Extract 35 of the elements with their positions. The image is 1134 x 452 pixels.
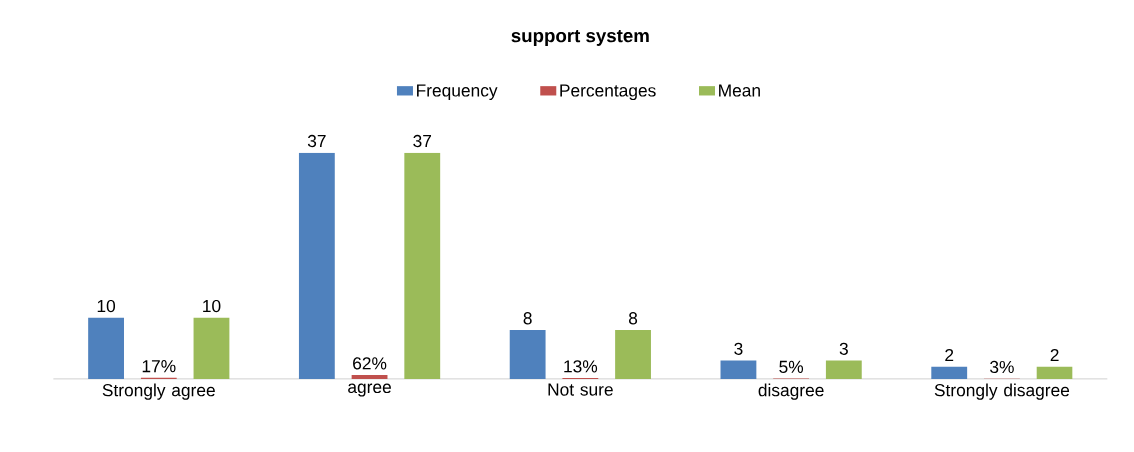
bar [404,152,441,379]
bar [615,329,651,379]
data-label: 8 [628,311,638,325]
data-label: 10 [203,299,221,313]
data-label: 62% [353,357,387,370]
data-label: 3 [734,342,743,355]
data-label: 13% [564,360,598,373]
bar [1036,366,1073,379]
bar [88,317,124,379]
data-label: 17% [142,359,176,373]
bar [825,360,862,379]
bar [509,329,546,379]
x-tick-label: agree [348,383,391,397]
data-label: 37 [307,134,326,148]
data-label: 5% [779,360,804,373]
bar [720,360,757,379]
data-label: 8 [523,311,532,325]
legend-label: Frequency [417,84,498,100]
x-tick-label: Not sure [548,383,613,396]
x-tick-label: disagree [758,383,824,400]
bar [931,366,968,379]
bar [193,317,230,379]
data-label: 3% [990,360,1014,373]
legend-label: Mean [719,84,760,97]
data-label: 10 [97,299,116,313]
chart-title: support system [511,29,649,46]
data-label: 2 [945,348,954,361]
x-tick-label: Strongly disagree [934,383,1070,400]
data-label: 37 [413,134,432,148]
data-label: 3 [839,342,848,355]
bar [351,374,388,379]
data-label: 2 [1050,348,1059,361]
bar [298,152,335,379]
x-tick-label: Strongly agree [102,383,215,400]
legend-label: Percentages [560,84,656,100]
